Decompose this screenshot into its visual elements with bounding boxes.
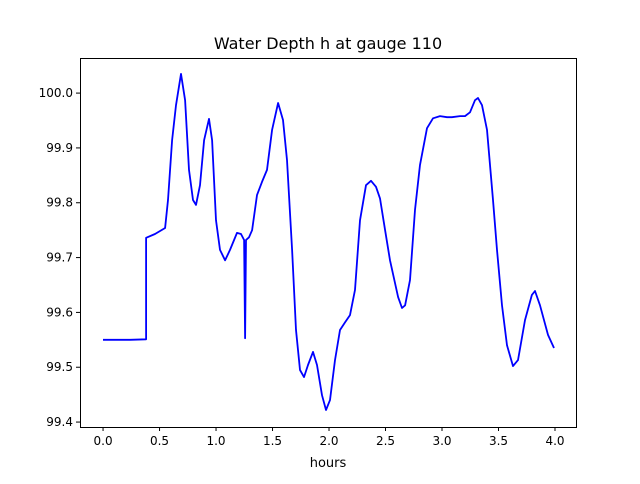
x-tick-label: 2.5 xyxy=(376,434,395,448)
x-tick-label: 0.5 xyxy=(150,434,169,448)
series-line-h xyxy=(103,73,555,411)
chart-title: Water Depth h at gauge 110 xyxy=(214,34,442,53)
y-tick-label: 99.6 xyxy=(46,305,73,319)
y-tick-label: 99.7 xyxy=(46,251,73,265)
x-tick-label: 0.0 xyxy=(94,434,113,448)
x-tick-label: 3.0 xyxy=(432,434,451,448)
x-tick-label: 3.5 xyxy=(489,434,508,448)
x-tick-label: 4.0 xyxy=(545,434,564,448)
y-tick-label: 99.5 xyxy=(46,360,73,374)
x-axis-label: hours xyxy=(310,456,347,471)
y-tick-label: 99.4 xyxy=(46,415,73,429)
y-tick-label: 99.8 xyxy=(46,196,73,210)
x-tick-label: 1.5 xyxy=(263,434,282,448)
x-axis: 0.0 0.5 1.0 1.5 2.0 2.5 3.0 3.5 4.0 xyxy=(94,427,565,448)
x-tick-label: 1.0 xyxy=(206,434,225,448)
x-tick-label: 2.0 xyxy=(319,434,338,448)
y-tick-label: 99.9 xyxy=(46,141,73,155)
y-axis: 99.4 99.5 99.6 99.7 99.8 99.9 100.0 xyxy=(39,86,80,429)
plot-area xyxy=(103,73,555,411)
axes-frame xyxy=(80,58,577,428)
y-tick-label: 100.0 xyxy=(39,86,73,100)
